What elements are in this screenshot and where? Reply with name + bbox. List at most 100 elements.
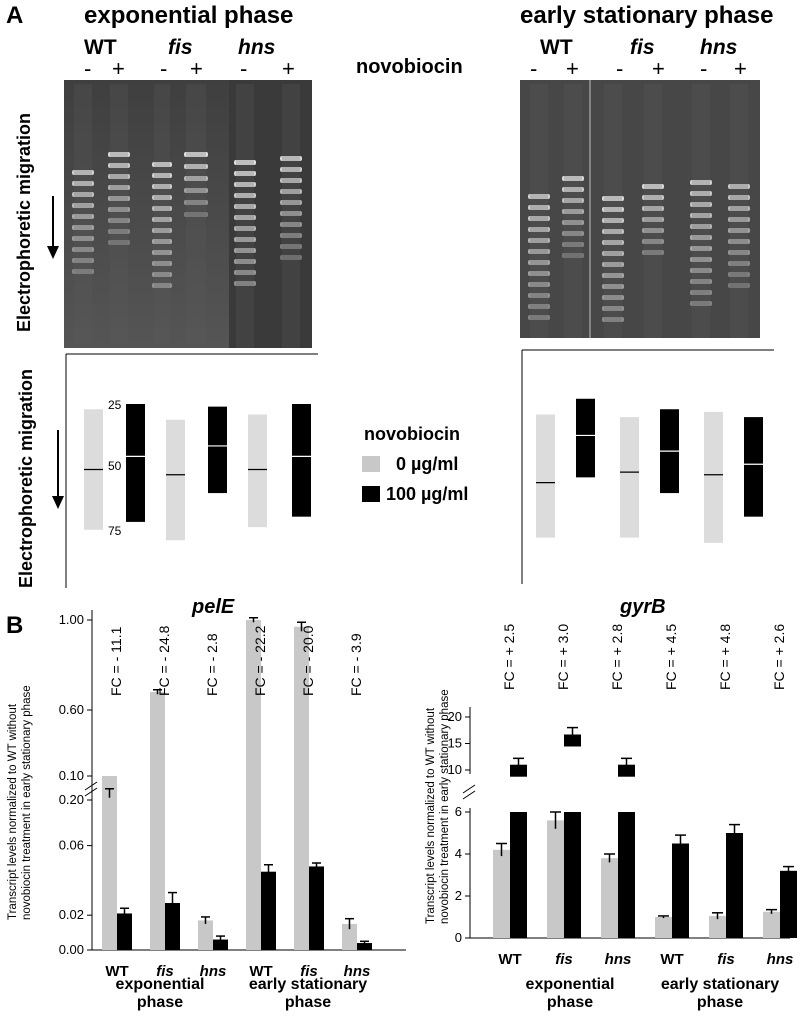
gel-band	[728, 184, 750, 189]
gel-band	[152, 195, 172, 200]
gel-band	[690, 246, 712, 251]
novobiocin-header: novobiocin	[356, 56, 463, 78]
gel-band	[72, 192, 94, 197]
y-tick-label: 10	[448, 762, 462, 777]
gel-band	[690, 301, 712, 306]
gel-band	[528, 238, 550, 243]
minus-sign: -	[530, 56, 538, 81]
gel-band	[562, 253, 584, 258]
gel-image-exponential	[64, 80, 312, 348]
bar-hns	[601, 858, 618, 938]
gel-band	[690, 202, 712, 207]
gel-band	[602, 262, 624, 267]
group-label-line: phase	[136, 994, 184, 1011]
legend-swatch-100	[362, 486, 380, 502]
migration-arrow-icon	[52, 430, 64, 509]
distribution-bar-hns-0	[704, 411, 723, 543]
fold-change-label: FC = + 3.0	[555, 624, 571, 690]
gel-band	[152, 250, 172, 255]
bar-wt	[655, 917, 672, 938]
category-label: fis	[555, 951, 573, 968]
plus-sign: +	[566, 56, 579, 81]
gel-lane	[74, 84, 92, 348]
bar-wt	[117, 913, 132, 950]
bar-wt-lower	[102, 776, 117, 950]
y-tick-label: 2	[455, 888, 462, 903]
gel-band	[280, 167, 302, 172]
gel-band	[152, 206, 172, 211]
gel-band	[528, 227, 550, 232]
category-label: hns	[605, 951, 632, 968]
gel-band	[234, 171, 256, 176]
bar-wt	[672, 843, 689, 938]
gel-lane	[564, 84, 582, 338]
category-label: WT	[498, 951, 521, 968]
gel-band	[184, 176, 208, 181]
gel-band	[690, 290, 712, 295]
bar-fis-lower	[564, 812, 581, 938]
gel-band	[152, 173, 172, 178]
distribution-bar-fis-100	[208, 406, 227, 494]
bar-fis	[547, 820, 564, 938]
bar-hns	[763, 911, 780, 938]
gyrb-chart: 0 2 4 6 10 15 20 FC = + 2.5 WT FC = + 3.0 fis FC = …	[448, 624, 797, 968]
gel-band	[528, 194, 550, 199]
topoisomer-distribution	[65, 349, 774, 588]
minus-sign: -	[240, 56, 248, 81]
axis-break-mark	[462, 784, 476, 794]
gel-right-strain-wt: WT	[540, 36, 573, 59]
gel-band	[184, 152, 208, 157]
gel-lane	[730, 84, 748, 338]
gel-band	[728, 206, 750, 211]
gel-band	[528, 249, 550, 254]
gel-band	[528, 304, 550, 309]
fold-change-label: FC = + 2.5	[501, 624, 517, 690]
gel-band	[184, 212, 208, 217]
category-label: WT	[105, 963, 128, 980]
gel-band	[184, 164, 208, 169]
scale-tick-25: 25	[108, 398, 122, 412]
gel-lane	[692, 84, 710, 338]
gel-band	[602, 240, 624, 245]
y-tick-label: 0.06	[59, 838, 84, 853]
panel-label-a: A	[6, 2, 24, 29]
gel-band	[602, 273, 624, 278]
gel-lane	[110, 84, 128, 348]
minus-sign: -	[160, 56, 168, 81]
category-label: WT	[249, 963, 272, 980]
gel-band	[72, 181, 94, 186]
y-tick-label: 0.02	[59, 907, 84, 922]
gel-band	[562, 187, 584, 192]
bar-fis	[165, 903, 180, 950]
gel-band	[690, 180, 712, 185]
distribution-bar-fis-0	[620, 417, 639, 538]
gel-band	[728, 261, 750, 266]
axis-break-mark	[462, 790, 476, 800]
gel-band	[528, 260, 550, 265]
plus-sign: +	[734, 56, 747, 81]
gel-lane	[154, 84, 170, 348]
gel-band	[72, 225, 94, 230]
gel-right-strain-fis: fis	[630, 36, 655, 59]
group-label-stationary-gyrb: early stationary phase	[640, 976, 800, 1012]
distribution-bar-fis-0	[166, 419, 185, 541]
y-tick-label: 1.00	[59, 612, 84, 627]
axis-break-mark	[84, 781, 98, 791]
plus-sign: +	[190, 56, 203, 81]
gel-band	[108, 240, 130, 245]
minus-sign: -	[616, 56, 624, 81]
y-tick-label: 20	[448, 709, 462, 724]
group-label-exponential-pele: exponential phase	[100, 976, 220, 1012]
gel-band	[234, 259, 256, 264]
minus-sign: -	[84, 56, 92, 81]
gel-band	[234, 237, 256, 242]
gel-band	[280, 233, 302, 238]
gel-band	[690, 191, 712, 196]
bar-fis	[309, 866, 324, 950]
group-label-line: early stationary	[660, 976, 780, 993]
gel-band	[602, 306, 624, 311]
gel-band	[108, 207, 130, 212]
gel-band	[728, 228, 750, 233]
bar-hns-lower	[618, 812, 635, 938]
gel-band	[108, 185, 130, 190]
